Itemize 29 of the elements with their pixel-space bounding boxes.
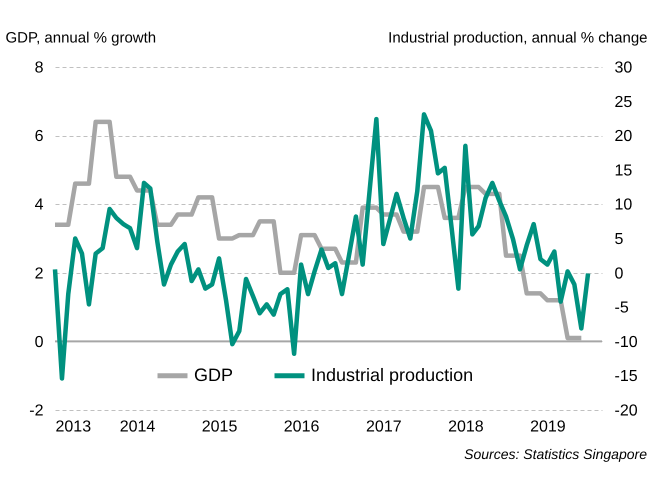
x-tick-label: 2016 — [284, 418, 320, 436]
y2-axis-title: Industrial production, annual % change — [388, 30, 648, 46]
legend-label: Industrial production — [311, 364, 474, 385]
y-tick-label: 6 — [34, 128, 44, 146]
y-axis-title: GDP, annual % growth — [6, 30, 156, 46]
y2-tick-label: 15 — [614, 162, 632, 180]
legend-label: GDP — [194, 364, 234, 385]
source-note: Sources: Statistics Singapore — [464, 446, 648, 462]
y-tick-label: 0 — [34, 334, 44, 351]
x-tick-label: 2015 — [202, 418, 238, 436]
x-tick-label: 2019 — [530, 418, 566, 436]
y2-tick-label: 20 — [614, 128, 632, 146]
y2-tick-label: -20 — [614, 402, 638, 420]
x-tick-label: 2014 — [120, 418, 156, 436]
y2-tick-label: 30 — [614, 60, 632, 76]
y2-tick-label: -10 — [614, 334, 638, 351]
y2-tick-label: 5 — [614, 231, 624, 248]
y2-tick-label: 25 — [614, 94, 632, 111]
y-tick-label: 2 — [34, 265, 44, 282]
y2-tick-label: 10 — [614, 196, 632, 214]
y-tick-label: 4 — [34, 196, 44, 214]
x-tick-label: 2017 — [366, 418, 402, 436]
y-tick-label: -2 — [29, 402, 44, 420]
y-tick-label: 8 — [34, 60, 44, 76]
y2-tick-label: -15 — [614, 368, 638, 386]
x-tick-label: 2018 — [448, 418, 484, 436]
y2-tick-label: -5 — [614, 300, 629, 317]
x-tick-label: 2013 — [56, 418, 92, 436]
y2-tick-label: 0 — [614, 265, 624, 282]
